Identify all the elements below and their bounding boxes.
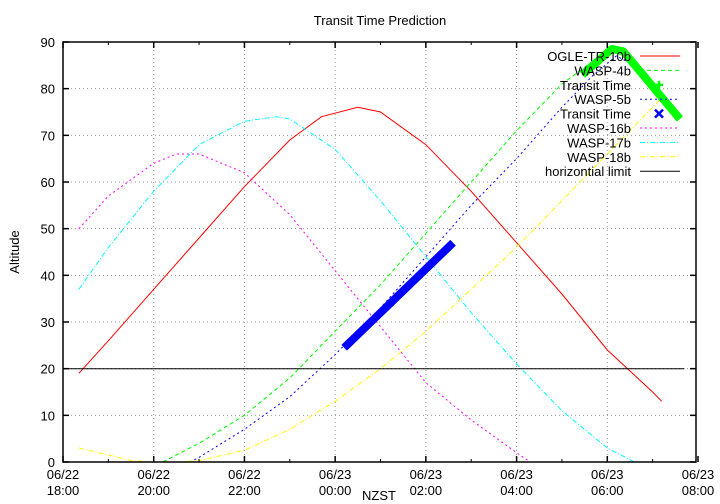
x-tick-time: 00:00 <box>319 483 352 498</box>
y-tick-label: 40 <box>41 268 55 283</box>
x-tick-time: 02:00 <box>410 483 443 498</box>
series-wasp-5b <box>189 55 663 463</box>
x-tick-time: 08:00 <box>682 483 715 498</box>
x-tick-time: 04:00 <box>500 483 533 498</box>
y-tick-label: 80 <box>41 82 55 97</box>
x-tick-time: 20:00 <box>137 483 170 498</box>
x-tick-time: 06:00 <box>591 483 624 498</box>
data-series <box>63 48 685 463</box>
y-tick-label: 30 <box>41 315 55 330</box>
legend-label: WASP-4b <box>574 63 631 78</box>
x-tick-date: 06/22 <box>228 467 261 482</box>
x-axis-label: NZST <box>362 488 396 503</box>
x-tick-date: 06/23 <box>682 467 715 482</box>
x-tick-time: 22:00 <box>228 483 261 498</box>
legend-label: WASP-16b <box>567 121 631 136</box>
x-axis-ticks: 06/2218:0006/2220:0006/2222:0006/2300:00… <box>47 42 715 498</box>
x-tick-date: 06/23 <box>591 467 624 482</box>
transit-segments <box>341 45 683 351</box>
legend-label: horizontial limit <box>545 164 631 179</box>
legend-label: Transit Time <box>560 78 631 93</box>
y-tick-label: 50 <box>41 222 55 237</box>
chart-title: Transit Time Prediction <box>314 13 446 28</box>
x-tick-date: 06/22 <box>47 467 80 482</box>
x-tick-date: 06/23 <box>319 467 352 482</box>
y-tick-label: 0 <box>48 455 55 470</box>
y-tick-label: 90 <box>41 35 55 50</box>
x-tick-date: 06/23 <box>500 467 533 482</box>
transit-wasp-4b <box>579 45 683 122</box>
y-tick-label: 10 <box>41 408 55 423</box>
legend-label: WASP-17b <box>567 135 631 150</box>
x-tick-date: 06/23 <box>410 467 443 482</box>
series-ogle-tr-10b <box>78 106 663 402</box>
series-wasp-4b <box>162 48 663 463</box>
y-axis-ticks: 0 10 20 30 40 50 60 70 80 90 <box>41 35 696 470</box>
y-axis-label: Altitude <box>7 230 22 273</box>
y-tick-label: 60 <box>41 175 55 190</box>
series-wasp-18b <box>78 97 663 463</box>
y-tick-label: 20 <box>41 362 55 377</box>
series-wasp-17b <box>78 116 635 463</box>
y-tick-label: 70 <box>41 128 55 143</box>
x-tick-time: 18:00 <box>47 483 80 498</box>
legend-label: WASP-5b <box>574 92 631 107</box>
legend-label: OGLE-TR-10b <box>547 49 631 64</box>
legend-label: WASP-18b <box>567 150 631 165</box>
plot-frame <box>62 41 697 463</box>
legend-label: Transit Time <box>560 107 631 122</box>
cross-marker-icon <box>654 108 664 119</box>
transit-wasp-5b <box>341 239 456 351</box>
x-tick-date: 06/22 <box>137 467 170 482</box>
